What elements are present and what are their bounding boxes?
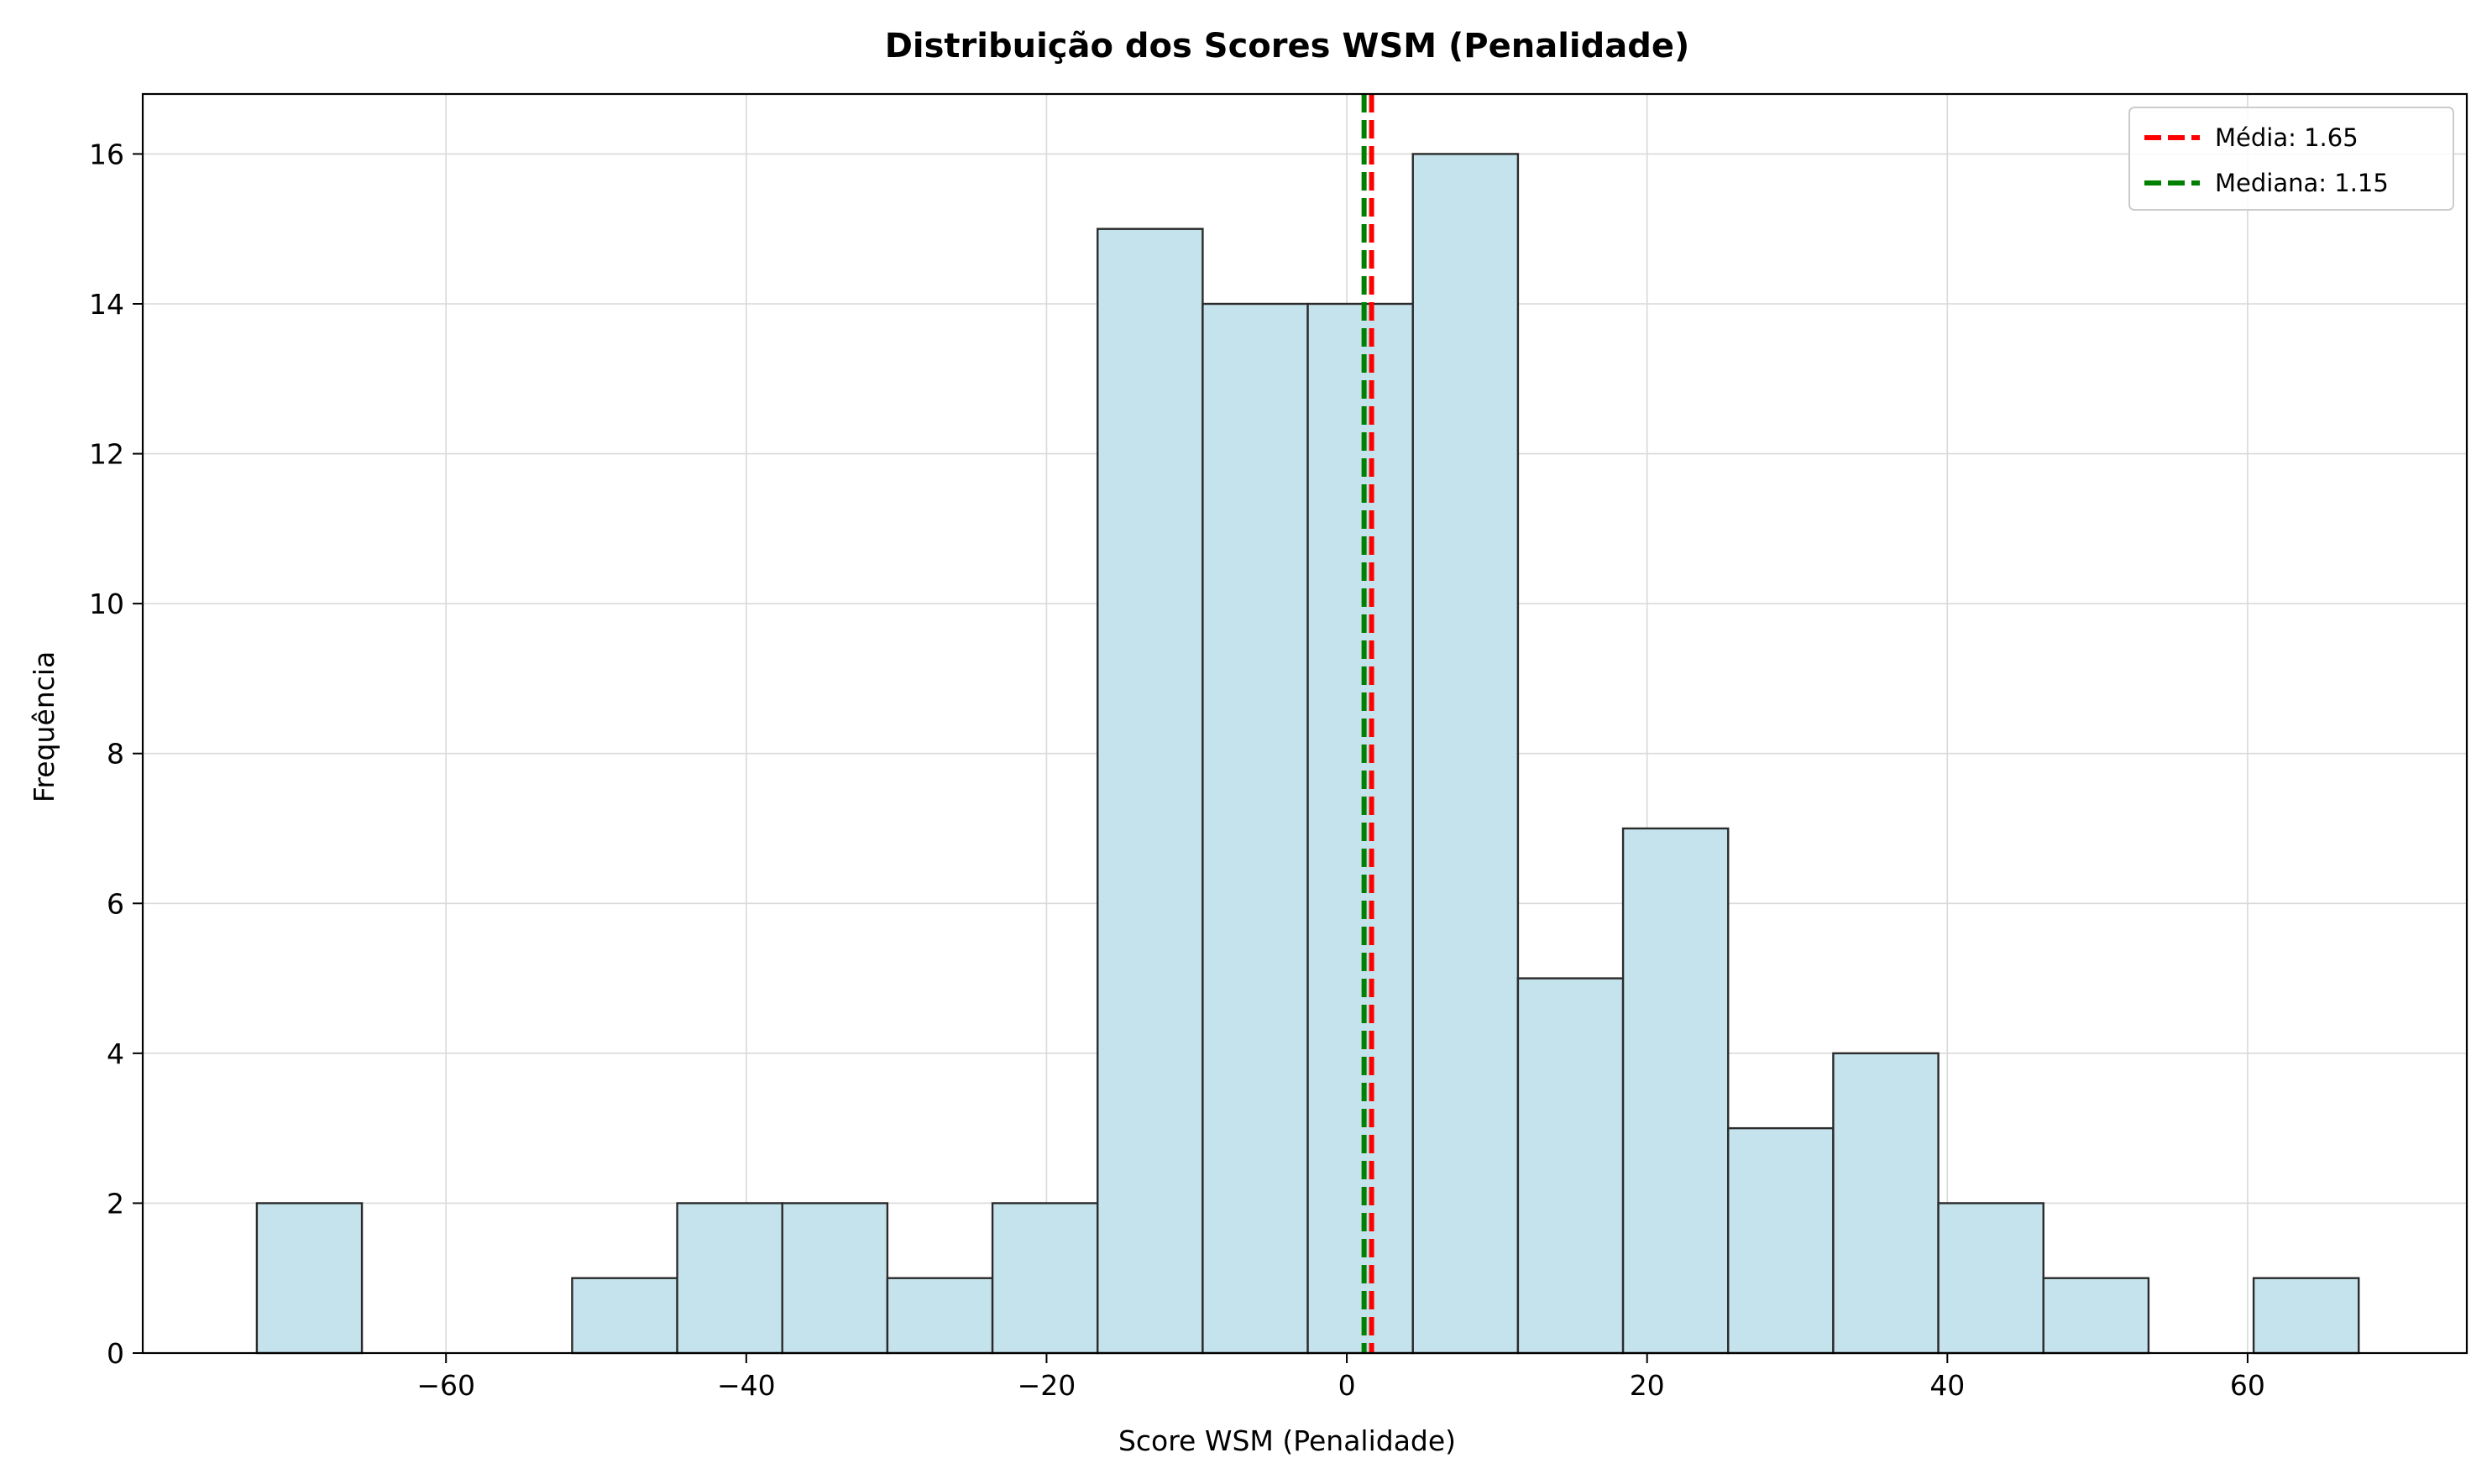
histogram-bar-14 — [1727, 1126, 1835, 1355]
x-tick-label-0: −60 — [416, 1369, 475, 1402]
x-axis-label: Score WSM (Penalidade) — [1118, 1424, 1456, 1457]
histogram-bar-7 — [991, 1202, 1099, 1355]
legend: Média: 1.65 Mediana: 1.15 — [2128, 107, 2454, 211]
y-tick-label-8: 16 — [89, 138, 124, 170]
legend-label-1: Mediana: 1.15 — [2215, 169, 2389, 197]
y-tick-label-7: 14 — [89, 288, 124, 321]
y-tick-label-3: 6 — [107, 887, 124, 920]
x-tick-label-5: 40 — [1929, 1369, 1965, 1402]
y-tick-label-6: 12 — [89, 438, 124, 471]
plot-frame — [141, 92, 2468, 1355]
x-tick-label-6: 60 — [2230, 1369, 2265, 1402]
y-tick-label-0: 0 — [107, 1337, 124, 1370]
y-tick-label-4: 8 — [107, 738, 124, 771]
histogram-bar-16 — [1937, 1202, 2044, 1355]
histogram-bar-9 — [1202, 302, 1309, 1355]
reference-lines-layer — [1361, 94, 1374, 1353]
histogram-bar-6 — [886, 1277, 994, 1355]
chart-title: Distribuição dos Scores WSM (Penalidade) — [885, 27, 1690, 65]
y-axis-ticks: 0 2 4 6 8 10 12 14 16 — [89, 138, 143, 1370]
x-tick-label-4: 20 — [1630, 1369, 1665, 1402]
histogram-bar-15 — [1832, 1052, 1940, 1355]
histogram-bar-3 — [571, 1277, 678, 1355]
histogram-bar-11 — [1411, 153, 1520, 1355]
y-tick-label-5: 10 — [89, 588, 124, 620]
bars-layer — [255, 153, 2360, 1355]
histogram-bar-5 — [781, 1202, 889, 1355]
x-tick-label-2: −20 — [1018, 1369, 1076, 1402]
x-tick-label-1: −40 — [717, 1369, 776, 1402]
histogram-bar-17 — [2042, 1277, 2150, 1355]
histogram-bar-10 — [1306, 302, 1414, 1355]
histogram-bar-4 — [676, 1202, 783, 1355]
x-axis-ticks: −60 −40 −20 0 20 40 60 — [416, 1353, 2265, 1402]
y-axis-label: Frequência — [28, 651, 60, 802]
histogram-bar-13 — [1621, 827, 1730, 1355]
histogram-bar-0 — [255, 1202, 364, 1355]
y-tick-label-1: 2 — [107, 1187, 124, 1220]
y-tick-label-2: 4 — [107, 1037, 124, 1070]
legend-box — [2128, 107, 2454, 211]
histogram-bar-12 — [1516, 977, 1625, 1355]
x-tick-label-3: 0 — [1338, 1369, 1356, 1402]
histogram-bar-19 — [2252, 1277, 2360, 1355]
legend-label-0: Média: 1.65 — [2215, 123, 2358, 152]
histogram-bar-8 — [1097, 227, 1204, 1355]
